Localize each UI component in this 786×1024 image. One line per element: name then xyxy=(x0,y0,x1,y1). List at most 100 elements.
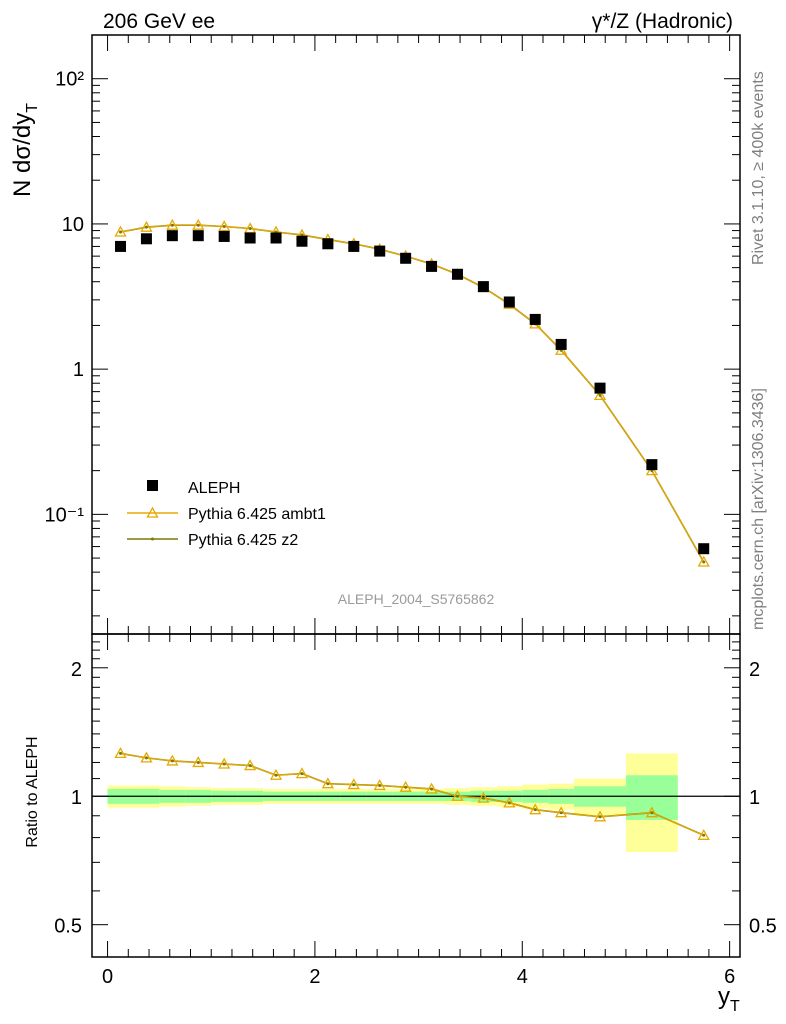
ratio-point-ambt1 xyxy=(451,789,464,801)
legend-marker-z2 xyxy=(151,537,154,541)
ratio-ylabel: Ratio to ALEPH xyxy=(24,736,41,847)
ratio-point-ambt1 xyxy=(399,780,412,792)
main-ytick-label: 10 xyxy=(62,214,84,236)
main-point-aleph xyxy=(400,252,412,264)
main-point-aleph xyxy=(503,296,515,308)
main-point-aleph xyxy=(451,268,463,280)
legend-label-aleph: ALEPH xyxy=(188,480,240,497)
ratio-point-ambt1 xyxy=(114,747,127,759)
main-point-aleph xyxy=(477,281,489,293)
main-point-aleph xyxy=(296,235,308,247)
main-point-aleph xyxy=(322,238,334,250)
legend-label-z2: Pythia 6.425 z2 xyxy=(188,532,298,549)
ratio-point-z2 xyxy=(352,783,356,787)
main-point-ambt1 xyxy=(114,225,127,237)
ratio-point-ambt1 xyxy=(425,782,438,794)
ratio-xlabel: yT xyxy=(718,983,740,1015)
main-point-ambt1 xyxy=(166,218,179,230)
ratio-ytick-label-left: 2 xyxy=(71,659,82,681)
main-point-z2 xyxy=(144,225,148,229)
ratio-point-ambt1 xyxy=(529,803,542,815)
legend-marker-ambt1 xyxy=(146,506,159,518)
ratio-point-z2 xyxy=(196,760,200,764)
ratio-point-ambt1 xyxy=(593,810,607,822)
main-point-ambt1 xyxy=(192,218,205,230)
ratio-point-z2 xyxy=(559,811,563,815)
main-point-z2 xyxy=(300,233,304,237)
main-point-ambt1 xyxy=(645,464,658,476)
mcplots-reference-note: mcplots.cern.ch [arXiv:1306.3436] xyxy=(750,388,767,630)
ratio-point-z2 xyxy=(119,751,123,755)
main-point-z2 xyxy=(248,227,252,231)
ratio-point-z2 xyxy=(170,759,174,763)
analysis-tag: ALEPH_2004_S5765862 xyxy=(338,591,495,607)
ratio-point-z2 xyxy=(430,787,434,791)
main-ytick-label: 10² xyxy=(55,69,84,91)
ratio-point-ambt1 xyxy=(166,754,179,766)
main-point-aleph xyxy=(594,382,606,394)
ratio-point-z2 xyxy=(222,762,226,766)
ratio-point-ambt1 xyxy=(697,828,710,840)
main-point-z2 xyxy=(598,393,602,397)
main-panel: 10⁻¹ 1 10 10² N dσ/dyT ALEPH_2004_S5765862 xyxy=(9,34,741,635)
main-point-z2 xyxy=(222,225,226,229)
main-plot-marks xyxy=(114,218,710,567)
ratio-point-z2 xyxy=(326,782,330,786)
ratio-point-z2 xyxy=(404,785,408,789)
ratio-xtick-label: 0 xyxy=(102,966,113,988)
main-point-z2 xyxy=(196,223,200,227)
ratio-point-z2 xyxy=(507,801,511,805)
ratio-uncertainty-bands xyxy=(107,753,678,853)
ratio-ytick-label-right: 0.5 xyxy=(749,916,777,938)
main-point-aleph xyxy=(698,543,710,555)
main-point-aleph xyxy=(529,313,541,325)
rivet-version-note: Rivet 3.1.10, ≥ 400k events xyxy=(750,71,767,265)
chart-title-right: γ*/Z (Hadronic) xyxy=(592,10,733,33)
ratio-point-ambt1 xyxy=(321,777,334,789)
ratio-point-ambt1 xyxy=(140,751,153,763)
ratio-point-z2 xyxy=(650,811,654,815)
main-point-ambt1 xyxy=(697,555,710,567)
ratio-axis-ticks: 0.5 0.5 1 1 2 2 0 2 4 6 xyxy=(54,633,777,988)
ratio-point-ambt1 xyxy=(347,778,360,790)
ratio-xtick-label: 2 xyxy=(309,966,320,988)
ratio-point-ambt1 xyxy=(192,756,205,768)
ratio-plot-marks xyxy=(92,747,740,840)
ratio-point-ambt1 xyxy=(269,768,283,780)
main-point-ambt1 xyxy=(140,220,153,232)
ratio-point-z2 xyxy=(455,794,459,798)
ratio-point-ambt1 xyxy=(218,757,231,769)
ratio-point-ambt1 xyxy=(477,791,490,803)
ratio-point-z2 xyxy=(481,796,485,800)
main-point-aleph xyxy=(218,230,230,242)
main-point-aleph xyxy=(244,232,256,244)
ratio-point-z2 xyxy=(248,764,252,768)
ratio-point-z2 xyxy=(144,756,148,760)
ratio-xtick-label: 6 xyxy=(724,966,735,988)
main-point-ambt1 xyxy=(218,220,231,232)
main-point-ambt1 xyxy=(593,389,607,400)
main-point-z2 xyxy=(119,230,123,234)
main-point-aleph xyxy=(192,230,204,242)
legend-marker-aleph xyxy=(147,480,158,491)
ratio-point-ambt1 xyxy=(645,806,658,818)
ratio-point-ambt1 xyxy=(503,796,516,808)
legend-label-ambt1: Pythia 6.425 ambt1 xyxy=(188,506,326,523)
main-point-aleph xyxy=(426,260,438,272)
ratio-panel-frame xyxy=(91,633,741,958)
main-axis-ticks: 10⁻¹ 1 10 10² xyxy=(45,34,740,634)
ratio-xtick-label: 4 xyxy=(517,966,528,988)
ratio-point-ambt1 xyxy=(244,759,257,771)
main-point-aleph xyxy=(115,240,127,252)
main-point-aleph xyxy=(646,459,658,471)
ratio-point-ambt1 xyxy=(295,767,309,779)
main-point-z2 xyxy=(170,223,174,227)
legend: ALEPH Pythia 6.425 ambt1 Pythia 6.425 z2 xyxy=(127,480,326,549)
ratio-ytick-label-right: 1 xyxy=(749,787,760,809)
ratio-point-z2 xyxy=(378,783,382,787)
ratio-ytick-label-right: 2 xyxy=(749,659,760,681)
chart-title-left: 206 GeV ee xyxy=(103,10,215,33)
main-ytick-label: 10⁻¹ xyxy=(45,504,85,526)
main-point-aleph xyxy=(166,230,178,242)
